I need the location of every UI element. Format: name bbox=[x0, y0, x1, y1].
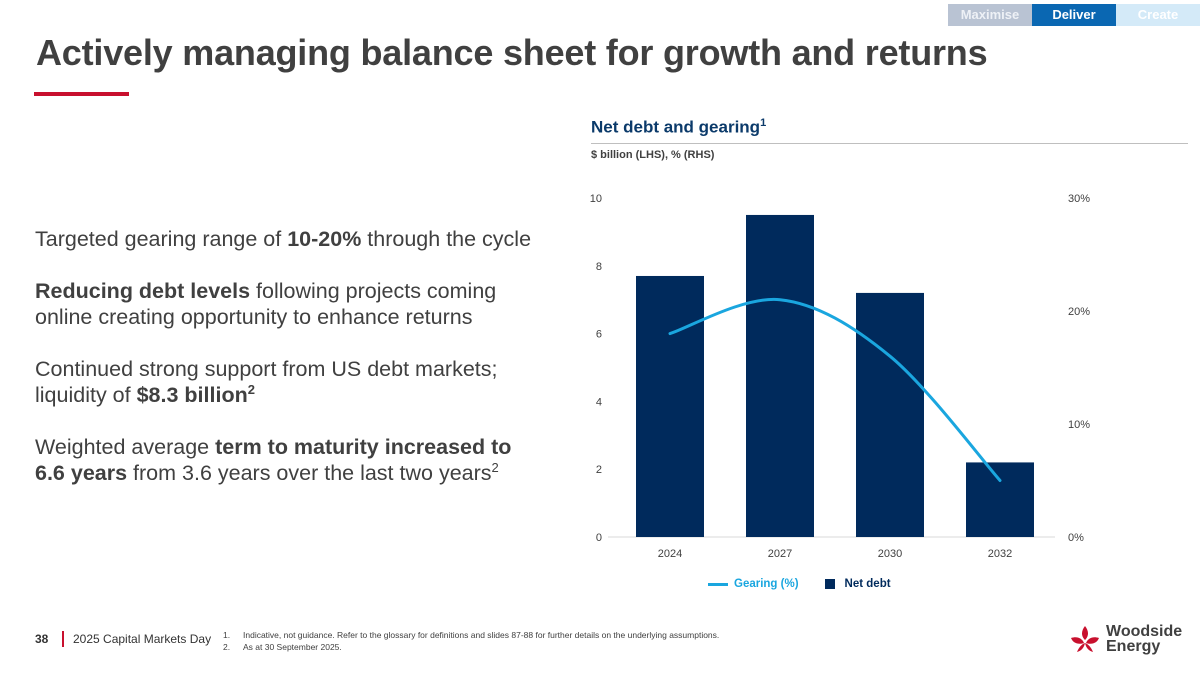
key-points: Targeted gearing range of 10-20% through… bbox=[35, 226, 535, 512]
line-gearing bbox=[668, 298, 1002, 482]
tab-create[interactable]: Create bbox=[1116, 4, 1200, 26]
logo-text-energy: Energy bbox=[1106, 638, 1161, 655]
legend-gearing-swatch bbox=[708, 582, 728, 586]
y-right-tick-label: 30% bbox=[1068, 193, 1090, 205]
x-tick-label: 2032 bbox=[988, 548, 1012, 560]
y-right-tick-label: 10% bbox=[1068, 419, 1090, 431]
bar-net-debt-2024 bbox=[636, 275, 704, 537]
footnote-2: 2. As at 30 September 2025. bbox=[223, 642, 342, 652]
net-debt-gearing-chart: 0 2 4 6 8 10 0% 10% 20% 30% 2024 2027 2030 2032 bbox=[590, 193, 1090, 560]
event-name: 2025 Capital Markets Day bbox=[73, 632, 212, 646]
y-left-tick-label: 6 bbox=[596, 329, 602, 341]
chart-subtitle: $ billion (LHS), % (RHS) bbox=[591, 149, 715, 161]
woodside-logo: Woodside Energy bbox=[1068, 622, 1182, 656]
x-tick-label: 2024 bbox=[658, 548, 682, 560]
y-right-tick-label: 20% bbox=[1068, 306, 1090, 318]
woodside-logo-icon bbox=[1071, 626, 1099, 652]
tab-deliver[interactable]: Deliver bbox=[1032, 4, 1116, 26]
page-title: Actively managing balance sheet for grow… bbox=[36, 32, 988, 73]
legend-gearing-label: Gearing (%) bbox=[734, 578, 799, 590]
key-point-gearing-range: Targeted gearing range of 10-20% through… bbox=[35, 227, 532, 251]
y-right-tick-label: 0% bbox=[1068, 532, 1084, 544]
key-point-maturity: Weighted average term to maturity increa… bbox=[35, 435, 512, 485]
y-left-tick-label: 0 bbox=[596, 532, 602, 544]
key-point-liquidity: Continued strong support from US debt ma… bbox=[35, 357, 498, 407]
title-accent-line bbox=[34, 92, 129, 96]
legend-net-debt-swatch bbox=[824, 579, 835, 589]
section-tabs: Maximise Deliver Create bbox=[948, 4, 1200, 26]
bar-net-debt-2032 bbox=[966, 462, 1034, 537]
footnote-1: 1. Indicative, not guidance. Refer to the… bbox=[223, 630, 720, 640]
logo-text-woodside: Woodside bbox=[1106, 623, 1183, 640]
y-left-tick-label: 4 bbox=[596, 396, 602, 408]
bar-net-debt-2030 bbox=[856, 292, 924, 537]
chart-title-divider bbox=[591, 143, 1188, 144]
y-left-tick-label: 8 bbox=[596, 261, 602, 273]
y-left-tick-label: 2 bbox=[596, 464, 602, 476]
y-left-tick-label: 10 bbox=[590, 193, 602, 205]
chart-title: Net debt and gearing1 bbox=[591, 117, 767, 137]
x-tick-label: 2027 bbox=[768, 548, 792, 560]
chart-legend: Gearing (%) Net debt bbox=[708, 578, 891, 590]
page-number: 38 bbox=[35, 632, 49, 646]
legend-net-debt-label: Net debt bbox=[844, 578, 891, 590]
x-tick-label: 2030 bbox=[878, 548, 902, 560]
footer-divider bbox=[62, 631, 64, 647]
bar-net-debt-2027 bbox=[746, 214, 814, 537]
footnotes: 1. Indicative, not guidance. Refer to the… bbox=[223, 629, 719, 653]
tab-maximise[interactable]: Maximise bbox=[948, 4, 1032, 26]
key-point-debt-levels: Reducing debt levels following projects … bbox=[35, 279, 497, 329]
